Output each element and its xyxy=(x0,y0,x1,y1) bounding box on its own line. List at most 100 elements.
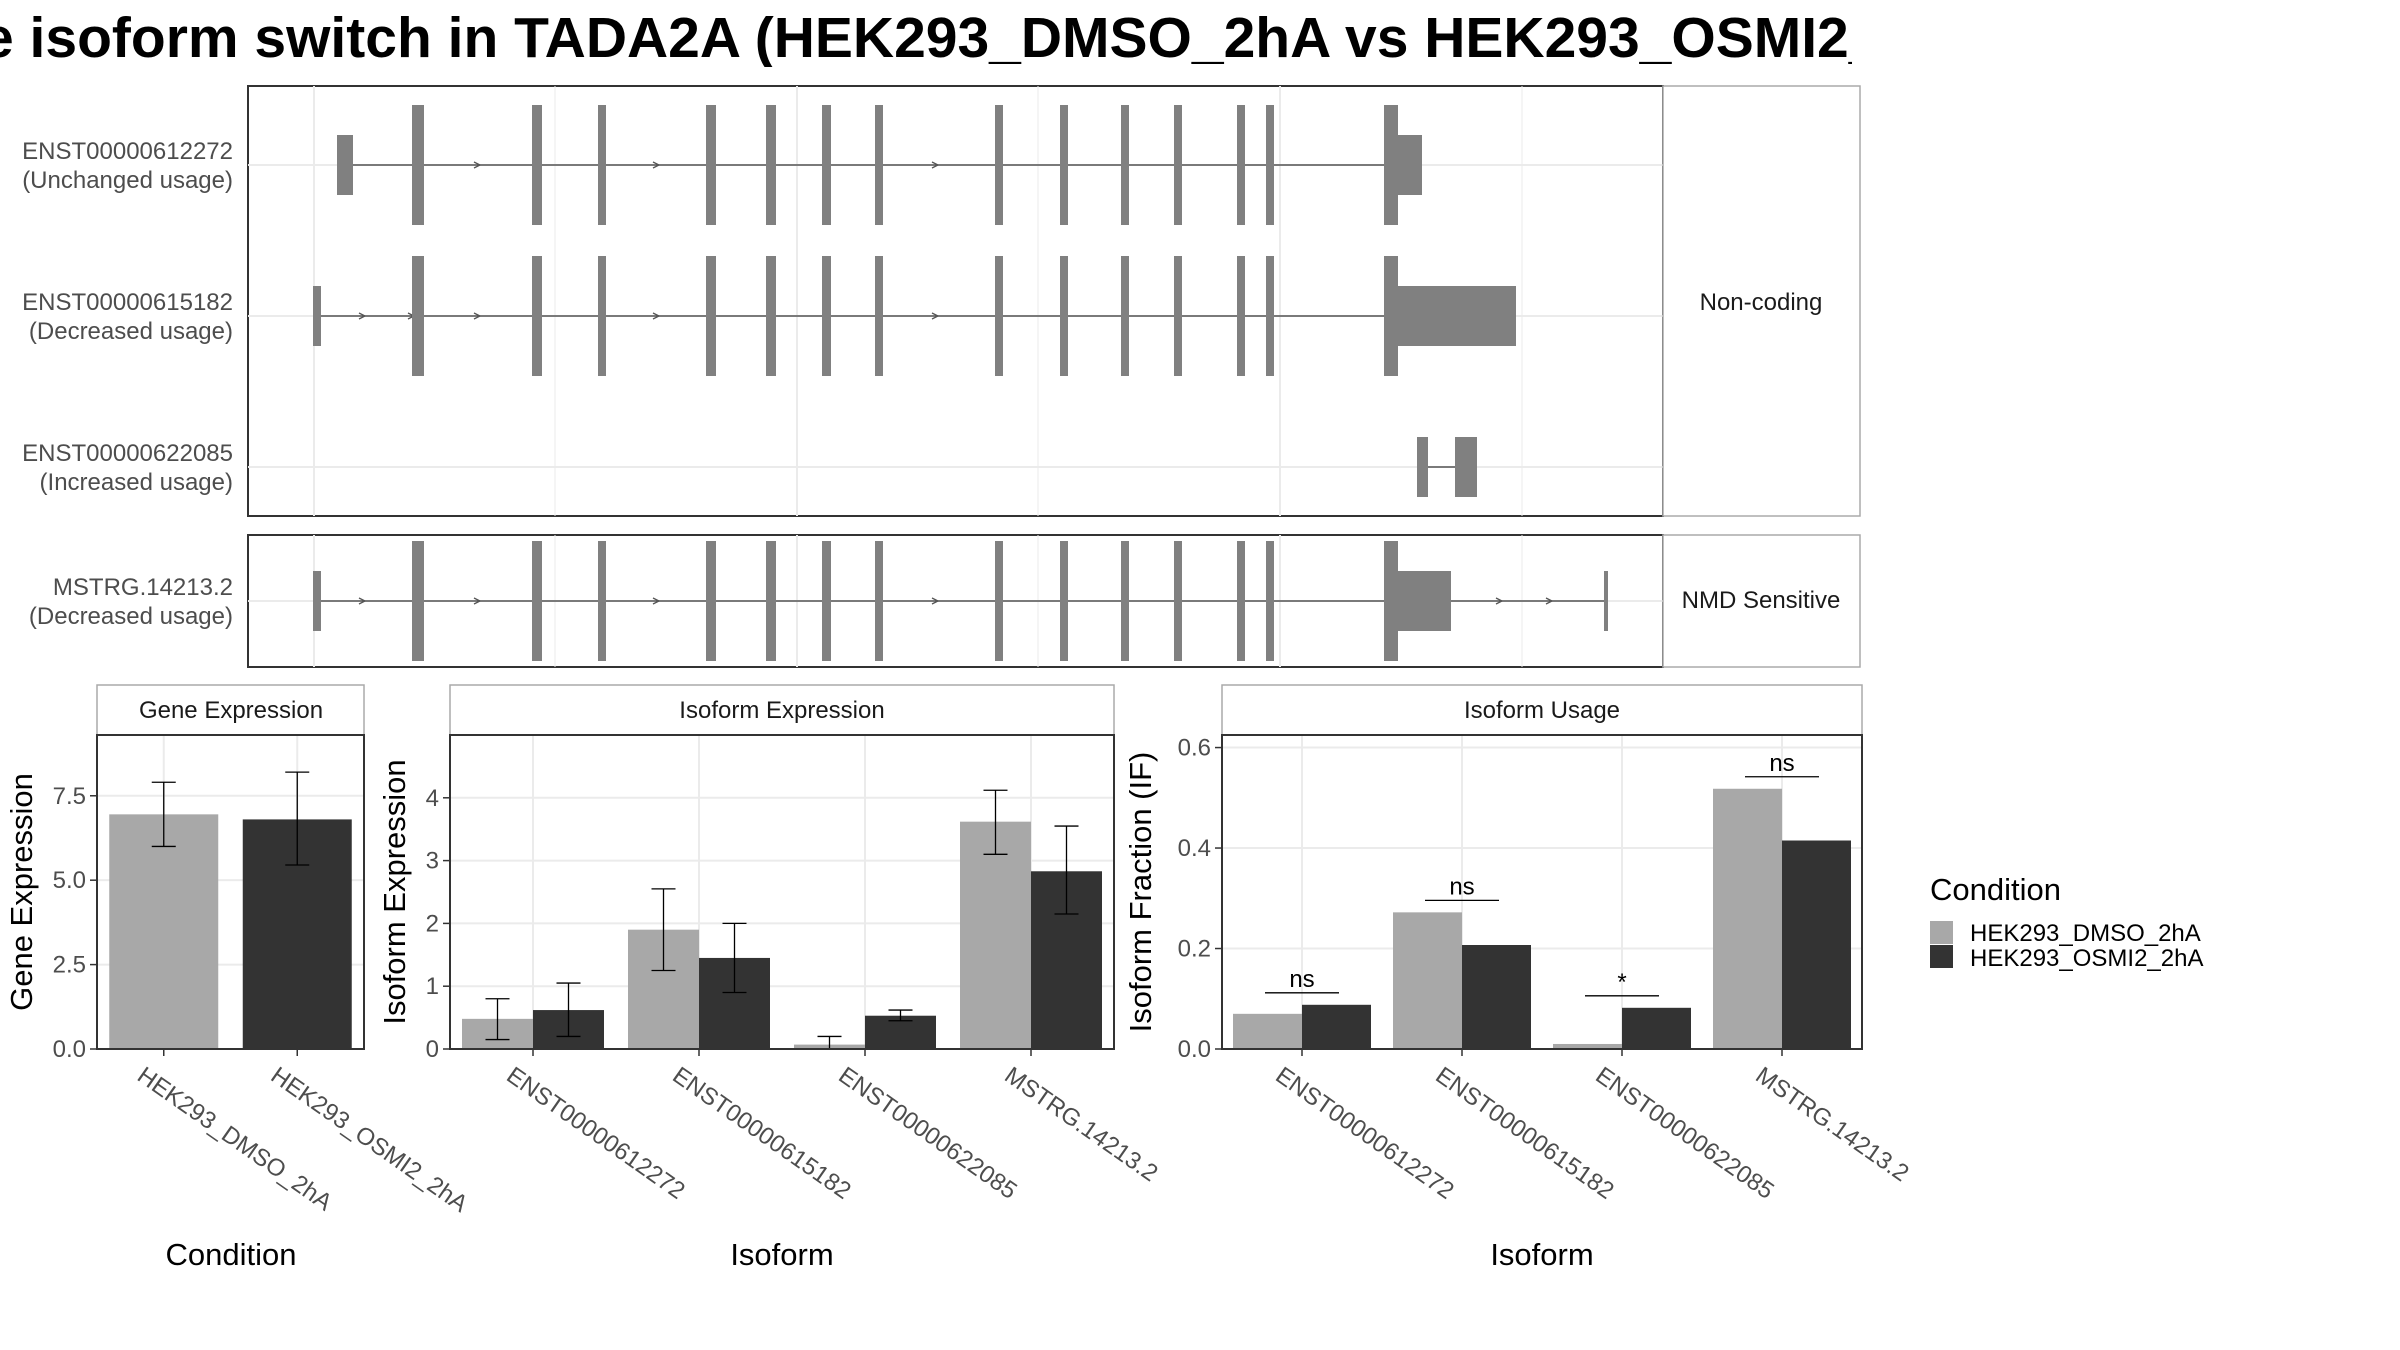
exon xyxy=(706,541,716,661)
isoform-expression-panel: Isoform Expression 01234ENST00000612272E… xyxy=(377,684,1163,1272)
exon xyxy=(995,541,1003,661)
exon xyxy=(1121,541,1129,661)
exon xyxy=(412,135,424,195)
y-tick-label: 0.2 xyxy=(1178,936,1211,963)
strand-arrow xyxy=(931,597,940,605)
x-tick-label: MSTRG.14213.2 xyxy=(1000,1062,1163,1187)
isoform-usage-label: (Decreased usage) xyxy=(29,318,233,345)
exon xyxy=(337,135,353,195)
y-tick-label: 2.5 xyxy=(53,952,86,979)
exon xyxy=(875,105,883,225)
exon xyxy=(706,256,716,376)
y-tick-label: 7.5 xyxy=(53,783,86,810)
bar xyxy=(1782,840,1851,1049)
exon xyxy=(1060,541,1068,661)
exon xyxy=(598,256,606,376)
strand-arrow xyxy=(652,312,661,320)
exon xyxy=(412,286,424,346)
strip-label: Isoform Expression xyxy=(679,697,884,724)
strand-arrow xyxy=(1495,597,1504,605)
strip-label: Gene Expression xyxy=(139,697,323,724)
y-tick-label: 0.0 xyxy=(1178,1036,1211,1063)
x-axis-title: Condition xyxy=(166,1237,297,1272)
exon xyxy=(766,105,776,225)
significance-label: ns xyxy=(1289,966,1314,993)
strip-isoform-expression xyxy=(449,684,1115,736)
bar xyxy=(1622,1007,1691,1049)
strip-label-noncoding: Non-coding xyxy=(1700,289,1823,316)
isoform-usage-label: (Increased usage) xyxy=(40,469,233,496)
bar xyxy=(1302,1004,1371,1049)
legend-label: HEK293_OSMI2_2hA xyxy=(1970,945,2203,972)
panel-border xyxy=(1221,734,1863,1050)
exon xyxy=(1060,256,1068,376)
x-tick-label: ENST00000622085 xyxy=(834,1062,1022,1205)
strand-arrow xyxy=(358,312,367,320)
exon xyxy=(1455,437,1477,497)
y-tick-label: 4 xyxy=(426,785,439,812)
isoform-tracks xyxy=(313,105,1516,497)
exon xyxy=(1237,105,1245,225)
isoform-usage-panel: Isoform Usage 0.00.20.40.6nsENST00000612… xyxy=(1123,684,1914,1272)
exon xyxy=(1174,541,1182,661)
isoform-id-label: ENST00000615182 xyxy=(22,289,233,316)
y-tick-label: 0.4 xyxy=(1178,835,1211,862)
y-tick-label: 0 xyxy=(426,1036,439,1063)
exon xyxy=(1266,256,1274,376)
structure-panel-noncoding: Non-coding ENST00000612272 (Unchanged us… xyxy=(22,85,1861,517)
y-axis-title: Isoform Expression xyxy=(377,759,412,1024)
strand-arrow xyxy=(652,597,661,605)
exon xyxy=(995,256,1003,376)
exon xyxy=(1266,541,1274,661)
exon xyxy=(766,541,776,661)
exon xyxy=(1174,105,1182,225)
structure-panel-nmd: NMD Sensitive MSTRG.14213.2 (Decreased u… xyxy=(29,534,1861,668)
legend-title: Condition xyxy=(1930,872,2061,907)
strand-arrow xyxy=(931,312,940,320)
bar xyxy=(1462,945,1531,1049)
x-tick-label: MSTRG.14213.2 xyxy=(1751,1062,1914,1187)
strand-arrow xyxy=(473,597,482,605)
exon xyxy=(1060,105,1068,225)
strand-arrow xyxy=(358,597,367,605)
exon xyxy=(1266,105,1274,225)
isoform-id-label: MSTRG.14213.2 xyxy=(53,574,233,601)
exon xyxy=(1121,256,1129,376)
strand-arrow xyxy=(652,161,661,169)
exon xyxy=(1237,541,1245,661)
exon xyxy=(313,571,321,631)
y-tick-label: 1 xyxy=(426,973,439,1000)
strand-arrow xyxy=(473,161,482,169)
exon xyxy=(766,256,776,376)
exon xyxy=(412,571,424,631)
isoform-tracks xyxy=(313,541,1608,661)
y-tick-label: 3 xyxy=(426,848,439,875)
strip-label: Isoform Usage xyxy=(1464,697,1620,724)
y-axis-title: Isoform Fraction (IF) xyxy=(1123,752,1158,1033)
strip-label-nmd: NMD Sensitive xyxy=(1682,587,1841,614)
significance-label: ns xyxy=(1449,873,1474,900)
bar xyxy=(1233,1013,1302,1049)
exon xyxy=(1390,286,1516,346)
y-tick-label: 0.6 xyxy=(1178,735,1211,762)
exon xyxy=(1390,135,1422,195)
strip-nmd xyxy=(1662,534,1861,668)
strand-arrow xyxy=(931,161,940,169)
exon xyxy=(706,105,716,225)
y-tick-label: 5.0 xyxy=(53,867,86,894)
legend-swatch-osmi xyxy=(1930,945,1953,968)
bar xyxy=(1393,912,1462,1049)
x-tick-label: ENST00000612272 xyxy=(502,1062,690,1205)
strip-gene-expression xyxy=(96,684,365,736)
isoform-usage-label: (Unchanged usage) xyxy=(22,167,233,194)
exon xyxy=(532,541,542,661)
strip-noncoding xyxy=(1662,85,1861,517)
x-axis-title: Isoform xyxy=(730,1237,833,1272)
bar xyxy=(109,814,219,1049)
exon xyxy=(995,105,1003,225)
isoform-id-label: ENST00000622085 xyxy=(22,440,233,467)
exon xyxy=(875,256,883,376)
y-tick-label: 0.0 xyxy=(53,1036,86,1063)
exon xyxy=(1237,256,1245,376)
significance-label: ns xyxy=(1769,750,1794,777)
